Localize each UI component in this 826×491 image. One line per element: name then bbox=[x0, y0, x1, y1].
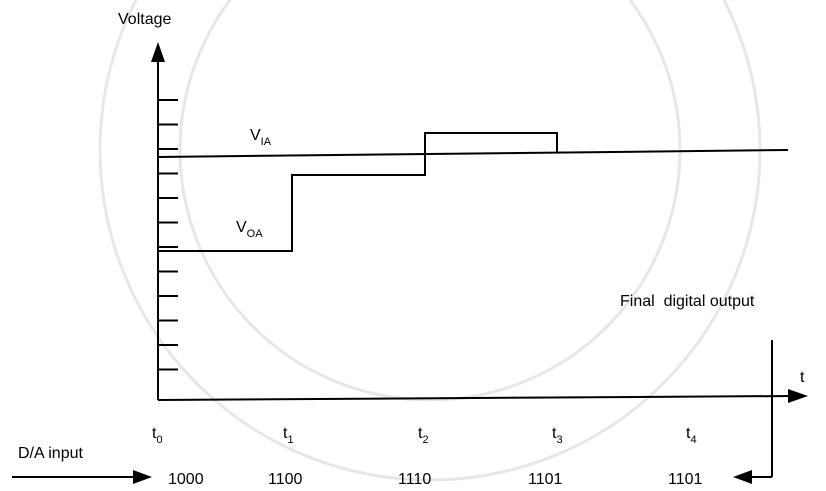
subscript: OA bbox=[247, 228, 264, 240]
time-label: t1 bbox=[283, 425, 294, 446]
input-signal-label: VIA bbox=[250, 127, 272, 148]
final-label: Final digital output bbox=[620, 293, 755, 310]
output-signal-label: VOA bbox=[236, 219, 263, 240]
time-label: t0 bbox=[152, 425, 163, 446]
subscript: 1 bbox=[287, 434, 293, 446]
time-labels: t0 t1 t2 t3 t4 bbox=[152, 425, 697, 446]
code-label: 1101 bbox=[528, 471, 563, 488]
subscript: 0 bbox=[156, 434, 162, 446]
time-label: t4 bbox=[686, 425, 697, 446]
input-voltage-line bbox=[158, 150, 788, 157]
ticks bbox=[158, 100, 178, 370]
y-axis-label: Voltage bbox=[118, 11, 171, 28]
subscript: 3 bbox=[556, 434, 562, 446]
code-label: 1101 bbox=[668, 471, 703, 488]
code-label: 1100 bbox=[268, 471, 303, 488]
watermark bbox=[100, 0, 760, 480]
time-label: t2 bbox=[418, 425, 429, 446]
code-label: 1110 bbox=[398, 471, 431, 488]
diagram: Voltage t VIA VOA Final digital output D… bbox=[0, 0, 826, 491]
main: V bbox=[250, 127, 261, 144]
input-arrow bbox=[12, 470, 152, 484]
output-voltage-steps bbox=[158, 133, 557, 251]
time-label: t3 bbox=[552, 425, 563, 446]
input-label: D/A input bbox=[18, 445, 83, 462]
subscript: IA bbox=[261, 136, 272, 148]
main: V bbox=[236, 219, 247, 236]
axes bbox=[151, 42, 808, 403]
x-axis-label: t bbox=[800, 369, 805, 386]
final-arrow bbox=[733, 340, 772, 484]
subscript: 4 bbox=[690, 434, 696, 446]
subscript: 2 bbox=[422, 434, 428, 446]
code-label: 1000 bbox=[168, 471, 204, 488]
